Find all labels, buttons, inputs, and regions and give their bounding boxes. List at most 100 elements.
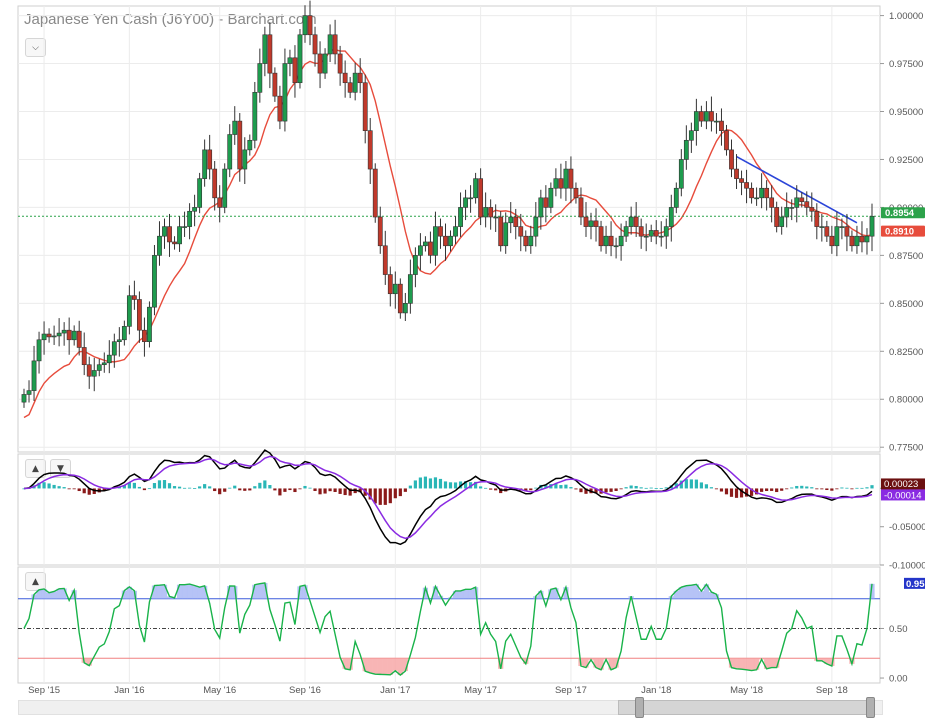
macd-histogram-bar — [77, 488, 81, 492]
y-tick-label: 1.00000 — [889, 11, 923, 22]
macd-histogram-bar — [805, 486, 809, 489]
series-layer — [18, 48, 880, 676]
candle-body — [819, 226, 825, 228]
macd-histogram-bar — [122, 485, 126, 489]
macd-histogram-bar — [830, 488, 834, 491]
macd-histogram-bar — [734, 488, 739, 498]
macd-histogram-bar — [674, 483, 678, 489]
candle-body — [663, 226, 669, 237]
macd-histogram-bar — [870, 485, 874, 489]
candle-body — [131, 295, 137, 300]
macd-histogram-bar — [754, 488, 759, 495]
macd-histogram-bar — [228, 487, 232, 489]
macd-histogram-bar — [193, 488, 197, 489]
y-tick-label: 0.87500 — [889, 251, 923, 262]
candle-body — [528, 235, 534, 247]
macd-histogram-bar — [303, 485, 307, 489]
macd-histogram-bar — [810, 487, 814, 489]
overbought-fill — [161, 584, 168, 599]
timeline-right-handle[interactable] — [866, 697, 875, 718]
timeline-left-handle[interactable] — [635, 697, 644, 718]
macd-histogram-bar — [408, 485, 412, 489]
chevron-up-icon: ▲ — [32, 576, 39, 587]
candle-body — [643, 235, 649, 238]
macd-histogram-bar — [714, 488, 719, 490]
candle-body — [749, 187, 754, 199]
macd-histogram-bar — [62, 487, 66, 489]
candle-body — [769, 197, 775, 208]
candle-body — [844, 226, 850, 237]
macd-histogram-bar — [850, 488, 854, 490]
candle-body — [342, 72, 348, 84]
macd-histogram-bar — [82, 488, 86, 494]
macd-histogram-bar — [423, 476, 428, 489]
candle-body — [147, 306, 152, 342]
macd-histogram-bar — [554, 483, 558, 489]
candle-body — [754, 197, 759, 200]
timeline-scroll-thumb[interactable] — [618, 700, 872, 715]
candle-body — [809, 207, 815, 212]
overbought-fill — [553, 588, 559, 599]
oversold-fill — [593, 658, 599, 668]
x-tick-label: May '18 — [730, 685, 763, 696]
osc-y-tick-label: 0.50 — [889, 624, 908, 635]
macd-histogram-bar — [358, 488, 362, 493]
macd-histogram-bar — [147, 488, 152, 490]
y-tick-label: 0.95000 — [889, 107, 923, 118]
macd-histogram-bar — [860, 487, 864, 489]
macd-histogram-bar — [484, 487, 488, 489]
macd-histogram-bar — [258, 482, 262, 489]
macd-histogram-bar — [233, 485, 237, 489]
macd-histogram-bar — [619, 488, 623, 490]
macd-histogram-bar — [47, 483, 51, 489]
macd-histogram-bar — [288, 488, 292, 491]
macd-histogram-bar — [223, 488, 227, 492]
candle-body — [834, 226, 840, 247]
macd-histogram-bar — [820, 488, 824, 490]
macd-histogram-bar — [594, 488, 598, 493]
overbought-fill — [176, 584, 183, 599]
candle-body — [272, 72, 278, 97]
candle-body — [638, 226, 644, 237]
candle-body — [327, 34, 333, 55]
macd-histogram-bar — [338, 488, 342, 494]
candle-body — [473, 178, 478, 199]
macd-histogram-bar — [719, 488, 724, 492]
macd-histogram-bar — [22, 488, 26, 490]
oscillator-panel-up-button[interactable]: ▲ — [25, 572, 46, 591]
candle-body — [714, 120, 719, 123]
overbought-fill — [683, 585, 689, 599]
candle-body — [578, 197, 584, 218]
overbought-fill — [156, 585, 163, 599]
candle-body — [744, 182, 749, 189]
macd-histogram-bar — [574, 488, 578, 490]
macd-histogram-bar — [398, 488, 402, 497]
oversold-fill — [733, 658, 740, 669]
macd-histogram-bar — [724, 488, 729, 495]
collapse-button[interactable]: ⌵ — [25, 38, 46, 57]
macd-histogram-bar — [659, 488, 663, 490]
overbought-fill — [698, 591, 704, 599]
candle-body — [322, 53, 328, 74]
oversold-fill — [392, 658, 398, 671]
macd-panel-up-button[interactable]: ▲ — [25, 459, 46, 478]
candle-body — [859, 235, 865, 243]
candle-body — [142, 329, 147, 342]
x-tick-label: May '17 — [464, 685, 497, 696]
candle-body — [724, 130, 729, 151]
oversold-fill — [342, 658, 348, 669]
macd-histogram-bar — [313, 488, 317, 491]
candle-body — [362, 82, 368, 131]
candle-body — [152, 255, 157, 308]
macd-histogram-bar — [418, 477, 423, 489]
oversold-fill — [347, 658, 353, 670]
candle-body — [61, 329, 67, 334]
y-tick-label: 0.92500 — [889, 155, 923, 166]
oversold-fill — [764, 658, 770, 669]
macd-histogram-bar — [348, 488, 352, 496]
candle-body — [668, 207, 674, 227]
overbought-fill — [673, 590, 679, 599]
candle-body — [287, 57, 293, 64]
overbought-fill — [126, 586, 132, 599]
